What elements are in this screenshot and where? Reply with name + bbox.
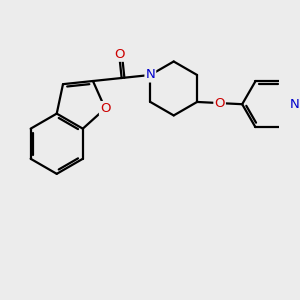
Text: O: O bbox=[214, 97, 225, 110]
Text: O: O bbox=[114, 48, 124, 61]
Text: O: O bbox=[100, 102, 110, 115]
Text: N: N bbox=[290, 98, 300, 111]
Text: N: N bbox=[146, 68, 155, 82]
